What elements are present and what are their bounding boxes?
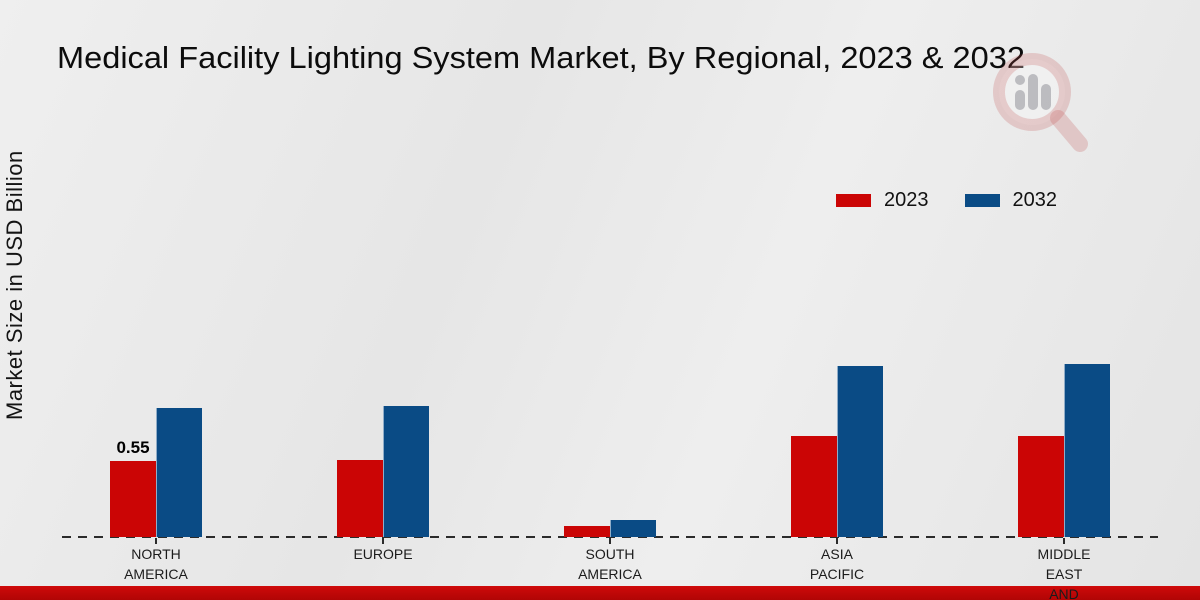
bar-2032-europe [383,406,429,537]
bar-2032-middle-east-and [1064,364,1110,537]
bar-2032-north-america [156,408,202,537]
category-label-north-america: NORTH AMERICA [124,546,188,582]
x-axis-baseline [62,536,1158,538]
x-axis-tick [609,538,611,544]
chart-title: Medical Facility Lighting System Market,… [57,40,1025,75]
legend-swatch-2032 [964,194,1000,207]
x-axis-tick [382,538,384,544]
legend-item-2023: 2023 [836,189,929,212]
footer-red-band [0,586,1200,600]
bar-value-label: 0.55 [116,438,150,457]
x-axis-tick [155,538,157,544]
bar-2032-asia-pacific [837,366,883,537]
legend-label: 2023 [884,189,929,211]
category-label-europe: EUROPE [353,546,413,562]
market-research-watermark-logo [990,48,1094,160]
bar-2023-middle-east-and [1018,436,1064,537]
bar-2023-asia-pacific [791,436,837,537]
bar-2032-south-america [610,520,656,537]
bar-2023-europe [337,460,383,537]
bar-2023-south-america [564,526,610,537]
bar-2023-north-america [110,461,156,537]
category-label-middle-east-and: MIDDLE EAST AND [1037,546,1091,600]
x-axis-tick [836,538,838,544]
magnifier-lens-icon [993,53,1071,131]
magnifier-handle-icon [1050,110,1088,152]
legend-label: 2032 [1012,189,1058,211]
legend-item-2032: 2032 [964,189,1058,212]
category-label-south-america: SOUTH AMERICA [578,546,642,582]
x-axis-tick [1063,538,1065,544]
category-label-asia-pacific: ASIA PACIFIC [809,546,865,582]
legend: 2023 2032 [836,189,1057,212]
legend-swatch-2023 [836,194,871,207]
